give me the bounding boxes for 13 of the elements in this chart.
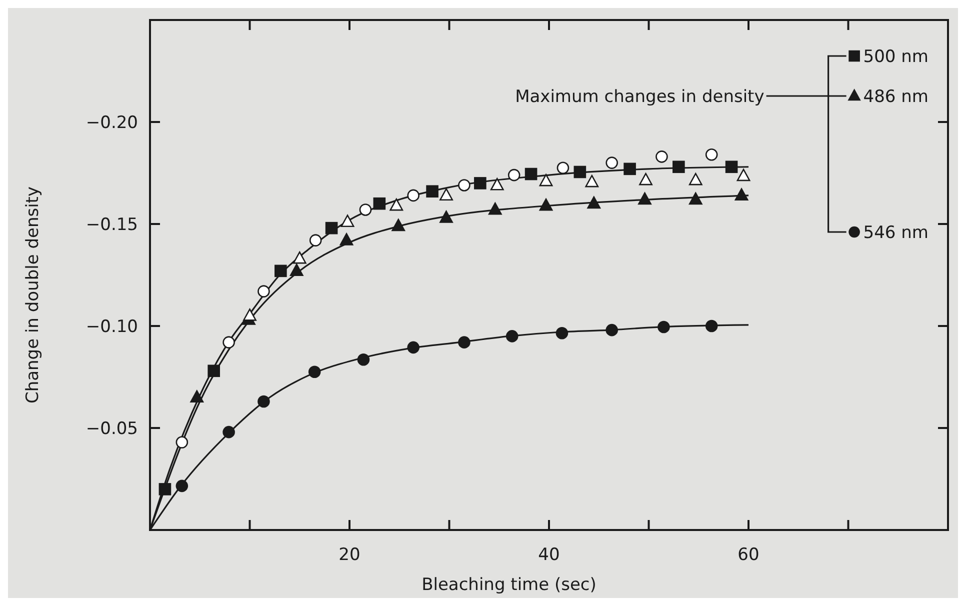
x-tick-label: 60: [738, 545, 760, 565]
y-tick-label: −0.10: [86, 316, 138, 337]
x-axis-title: Bleaching time (sec): [422, 575, 596, 595]
y-tick-label: −0.15: [86, 214, 138, 235]
legend-label: 486 nm: [863, 86, 928, 107]
annotation: Maximum changes in density: [515, 86, 764, 107]
y-tick-label: −0.05: [86, 418, 138, 439]
legend-label: 546 nm: [863, 222, 928, 243]
legend-label: 500 nm: [863, 46, 928, 67]
x-tick-label: 40: [538, 545, 560, 565]
x-tick-label: 20: [338, 545, 360, 565]
y-axis-title: Change in double density: [23, 186, 43, 404]
y-tick-label: −0.20: [86, 112, 138, 133]
